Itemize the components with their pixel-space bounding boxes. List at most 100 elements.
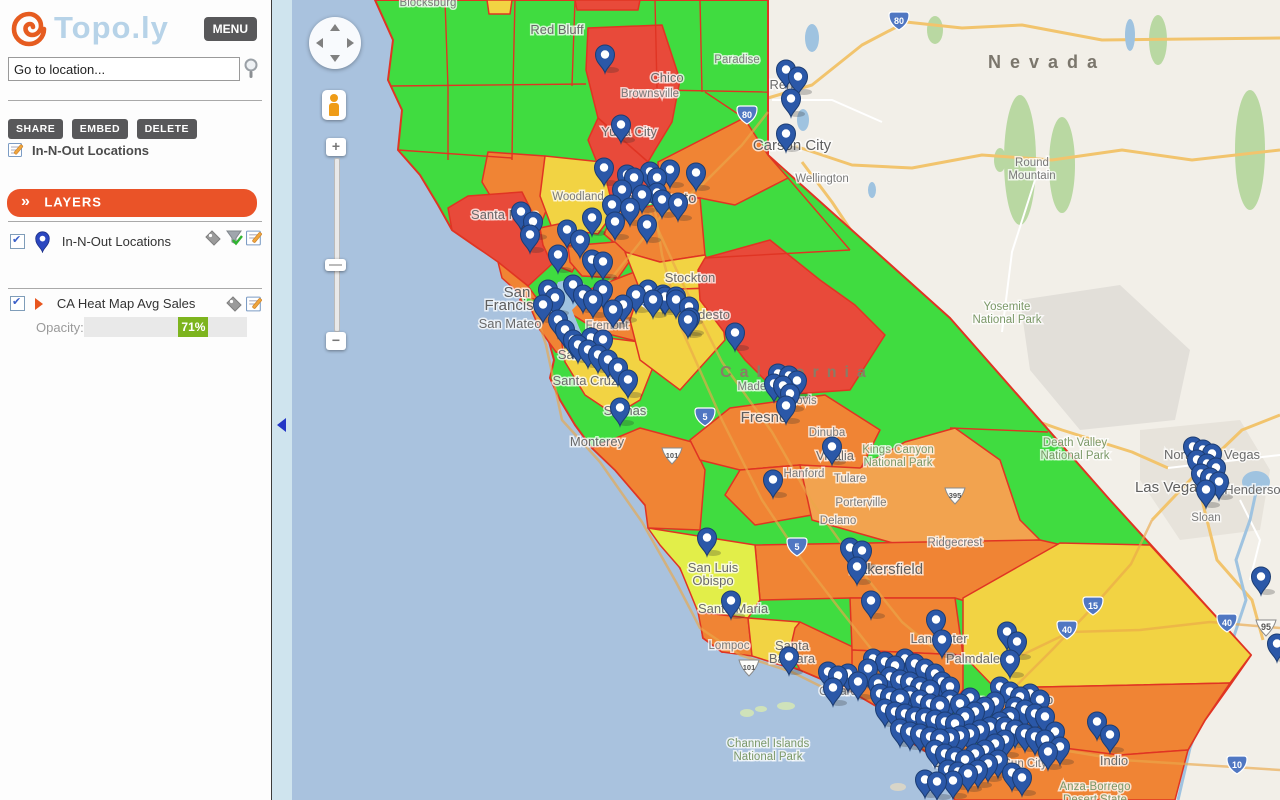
map-pin[interactable]	[775, 123, 801, 154]
map-pin[interactable]	[617, 369, 643, 400]
layers-header[interactable]: » LAYERS	[7, 189, 257, 217]
map-label: Death Valley National Park	[1040, 437, 1109, 462]
county-region[interactable]	[486, 0, 513, 15]
map-pin[interactable]	[1049, 736, 1075, 767]
pan-up-icon[interactable]	[330, 24, 340, 31]
road-shield: 15	[1082, 596, 1104, 616]
map-pin[interactable]	[999, 649, 1025, 680]
map-label: Dinuba	[809, 427, 846, 439]
map-pin[interactable]	[547, 244, 573, 275]
layer-checkbox[interactable]	[10, 233, 25, 249]
map-pin[interactable]	[942, 770, 968, 800]
death-valley-park-area	[1020, 285, 1190, 430]
map-pin[interactable]	[926, 771, 952, 800]
map-pin[interactable]	[1250, 566, 1276, 597]
map-pin[interactable]	[609, 397, 635, 428]
county-region[interactable]	[697, 239, 886, 396]
menu-button[interactable]: MENU	[203, 17, 257, 41]
road-shield: 80	[736, 105, 758, 125]
map-pin[interactable]	[724, 322, 750, 353]
map-viewport[interactable]: 8080205551540401010110139595NevadaCalifo…	[292, 0, 1280, 800]
embed-button[interactable]: EMBED	[71, 119, 129, 139]
map-label: Chico	[650, 70, 683, 85]
expand-triangle-icon[interactable]	[35, 297, 44, 310]
map-pin[interactable]	[642, 289, 668, 320]
collapse-arrow-icon[interactable]	[277, 418, 286, 432]
zoom-out-button[interactable]: −	[326, 332, 346, 350]
map-pin[interactable]	[931, 629, 957, 660]
sidebar-collapse-strip[interactable]	[272, 0, 292, 800]
map-pin[interactable]	[1195, 479, 1221, 510]
map-label: Woodland	[552, 191, 604, 203]
map-pin[interactable]	[519, 224, 545, 255]
opacity-slider-handle[interactable]: 71%	[178, 317, 209, 337]
edit-icon[interactable]	[246, 229, 264, 247]
map-pin[interactable]	[778, 646, 804, 677]
map-pin[interactable]	[659, 159, 685, 190]
map-pin[interactable]	[651, 189, 677, 220]
road-shield: 40	[1216, 613, 1238, 633]
map-label: San Mateo	[479, 316, 542, 331]
map-pin[interactable]	[762, 469, 788, 500]
tag-icon[interactable]	[225, 295, 243, 313]
map-pan-control[interactable]	[309, 17, 361, 69]
pan-left-icon[interactable]	[316, 38, 323, 48]
park-area	[1004, 95, 1036, 225]
edit-icon[interactable]	[8, 142, 25, 158]
map-pin[interactable]	[594, 44, 620, 75]
zoom-in-button[interactable]: +	[326, 138, 346, 156]
map-label: Hanford	[784, 468, 825, 480]
map-pin[interactable]	[787, 66, 813, 97]
map-canvas[interactable]: 8080205551540401010110139595NevadaCalifo…	[292, 0, 1280, 800]
map-pin[interactable]	[821, 436, 847, 467]
map-pin[interactable]	[696, 527, 722, 558]
county-region[interactable]	[799, 427, 1041, 546]
delete-button[interactable]: DELETE	[136, 119, 198, 139]
layer-checkbox[interactable]	[10, 295, 25, 312]
search-icon[interactable]	[243, 57, 259, 81]
map-pin[interactable]	[610, 114, 636, 145]
map-pin[interactable]	[581, 207, 607, 238]
zoom-slider-track[interactable]	[334, 158, 340, 332]
map-label: Porterville	[835, 497, 886, 509]
zoom-slider-handle[interactable]	[325, 259, 346, 271]
map-pin[interactable]	[625, 284, 651, 315]
map-pin[interactable]	[582, 289, 608, 320]
map-pin[interactable]	[1099, 724, 1125, 755]
map-pin[interactable]	[685, 162, 711, 193]
tag-icon[interactable]	[204, 229, 222, 247]
map-pin[interactable]	[847, 671, 873, 702]
county-region[interactable]	[962, 542, 1252, 689]
map-pin[interactable]	[846, 556, 872, 587]
map-label: Blocksburg	[400, 0, 457, 9]
map-pin[interactable]	[957, 763, 983, 794]
map-pin[interactable]	[1266, 633, 1280, 664]
county-region[interactable]	[574, 0, 641, 11]
share-button[interactable]: SHARE	[8, 119, 64, 139]
map-pin[interactable]	[780, 88, 806, 119]
map-label: Santa Cruz	[552, 373, 617, 388]
map-pin[interactable]	[636, 214, 662, 245]
search-input[interactable]	[8, 57, 240, 81]
map-pin[interactable]	[667, 192, 693, 223]
pan-down-icon[interactable]	[330, 55, 340, 62]
map-pin[interactable]	[677, 309, 703, 340]
layer-label: CA Heat Map Avg Sales	[56, 296, 196, 312]
svg-text:80: 80	[742, 110, 752, 120]
map-pin[interactable]	[602, 299, 628, 330]
filter-icon[interactable]	[225, 229, 243, 247]
street-view-pegman[interactable]	[322, 90, 346, 120]
map-pin[interactable]	[1037, 741, 1063, 772]
edit-icon[interactable]	[246, 295, 264, 313]
map-pin[interactable]	[860, 590, 886, 621]
map-pin[interactable]	[604, 211, 630, 242]
opacity-control: Opacity: 71%	[36, 317, 256, 337]
map-pin[interactable]	[1011, 767, 1037, 798]
map-pin[interactable]	[592, 251, 618, 282]
pan-right-icon[interactable]	[347, 38, 354, 48]
map-pin[interactable]	[822, 677, 848, 708]
opacity-slider-track[interactable]: 71%	[84, 317, 247, 337]
map-pin[interactable]	[775, 395, 801, 426]
map-pin[interactable]	[720, 590, 746, 621]
pegman-icon	[330, 94, 338, 102]
